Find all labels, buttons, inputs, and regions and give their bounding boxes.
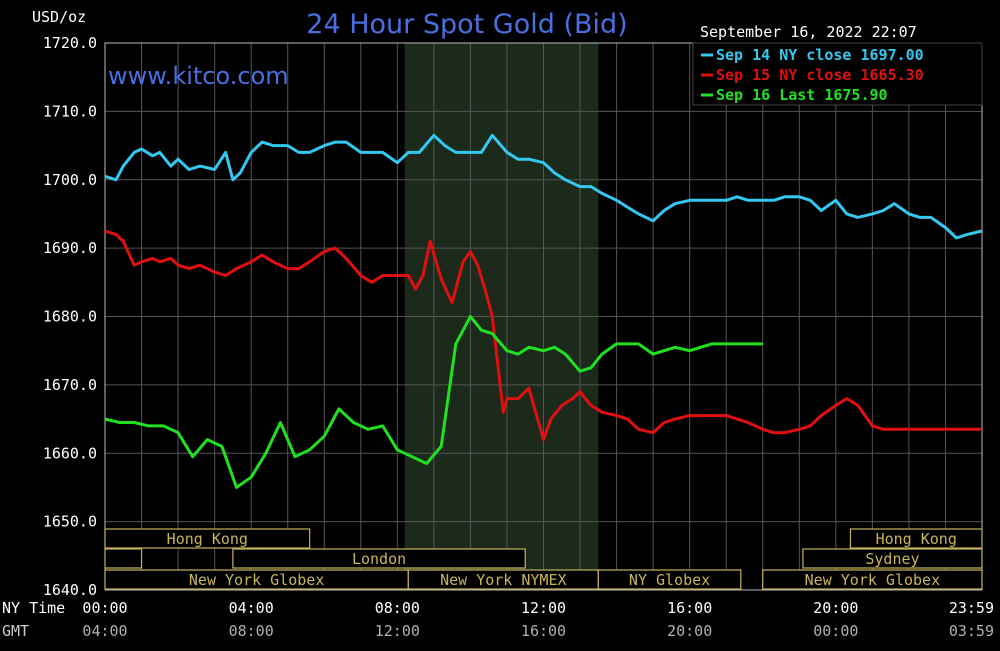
- market-sessions: Hong Kong Hong Kong London Sydney New York G…: [104, 528, 983, 590]
- x-tick-label: 08:00: [229, 622, 274, 640]
- x-tick-label: 00:00: [813, 622, 858, 640]
- x-axis: NY Time 00:00 04:00 08:00 12:00 16:00 20:00 23:…: [2, 599, 994, 640]
- market-session-label: London: [352, 550, 406, 568]
- y-axis: 1720.0 1710.0 1700.0 1690.0 1680.0 1670.0 1660…: [43, 34, 97, 599]
- market-session-box: [232, 548, 526, 569]
- market-session-box: [104, 528, 311, 549]
- legend-entry: Sep 16 Last 1675.90: [716, 86, 888, 104]
- x-tick-label: 03:59: [949, 622, 994, 640]
- x-tick-label: 00:00: [82, 599, 127, 617]
- x-tick-label: 20:00: [667, 622, 712, 640]
- y-tick-label: 1650.0: [43, 513, 97, 531]
- series-line: [104, 315, 763, 489]
- market-session-box: [104, 548, 143, 569]
- legend-entry: Sep 15 NY close 1665.30: [716, 66, 924, 84]
- y-tick-label: 1640.0: [43, 581, 97, 599]
- market-session-box: [802, 548, 983, 569]
- market-session-label: New York Globex: [189, 571, 324, 589]
- market-session-box: [597, 569, 742, 590]
- watermark: www.kitco.com: [108, 62, 289, 90]
- x-tick-label: 12:00: [521, 599, 566, 617]
- series-lines: [104, 133, 983, 489]
- x-tick-label: 04:00: [82, 622, 127, 640]
- market-session-box: [762, 569, 983, 590]
- x-axis-row-label: GMT: [2, 622, 29, 640]
- x-axis-row-label: NY Time: [2, 599, 65, 617]
- chart-title: 24 Hour Spot Gold (Bid): [306, 9, 627, 40]
- timestamp: September 16, 2022 22:07: [700, 23, 917, 41]
- market-session-label: NY Globex: [629, 571, 710, 589]
- series-line: [104, 133, 983, 240]
- market-session-label: New York NYMEX: [440, 571, 566, 589]
- y-tick-label: 1710.0: [43, 102, 97, 120]
- x-tick-label: 20:00: [813, 599, 858, 617]
- x-tick-label: 16:00: [667, 599, 712, 617]
- series-line: [104, 229, 982, 442]
- market-session-label: Hong Kong: [876, 530, 957, 548]
- market-session-label: Hong Kong: [167, 530, 248, 548]
- y-tick-label: 1720.0: [43, 34, 97, 52]
- x-tick-label: 08:00: [375, 599, 420, 617]
- market-session-box: [849, 528, 983, 549]
- x-tick-label: 23:59: [949, 599, 994, 617]
- y-tick-label: 1670.0: [43, 376, 97, 394]
- x-tick-label: 04:00: [229, 599, 274, 617]
- y-tick-label: 1680.0: [43, 308, 97, 326]
- x-tick-label: 12:00: [375, 622, 420, 640]
- y-tick-label: 1700.0: [43, 171, 97, 189]
- legend-entry: Sep 14 NY close 1697.00: [716, 46, 924, 64]
- legend-box: [692, 42, 983, 106]
- y-unit-label: USD/oz: [32, 8, 86, 26]
- x-tick-label: 16:00: [521, 622, 566, 640]
- plot-frame: [104, 42, 983, 591]
- market-session-label: Sydney: [865, 550, 919, 568]
- market-session-label: New York Globex: [805, 571, 940, 589]
- y-tick-label: 1690.0: [43, 239, 97, 257]
- grid-lines: [104, 42, 983, 591]
- y-tick-label: 1660.0: [43, 444, 97, 462]
- legend: Sep 14 NY close 1697.00 Sep 15 NY close 1…: [692, 42, 983, 106]
